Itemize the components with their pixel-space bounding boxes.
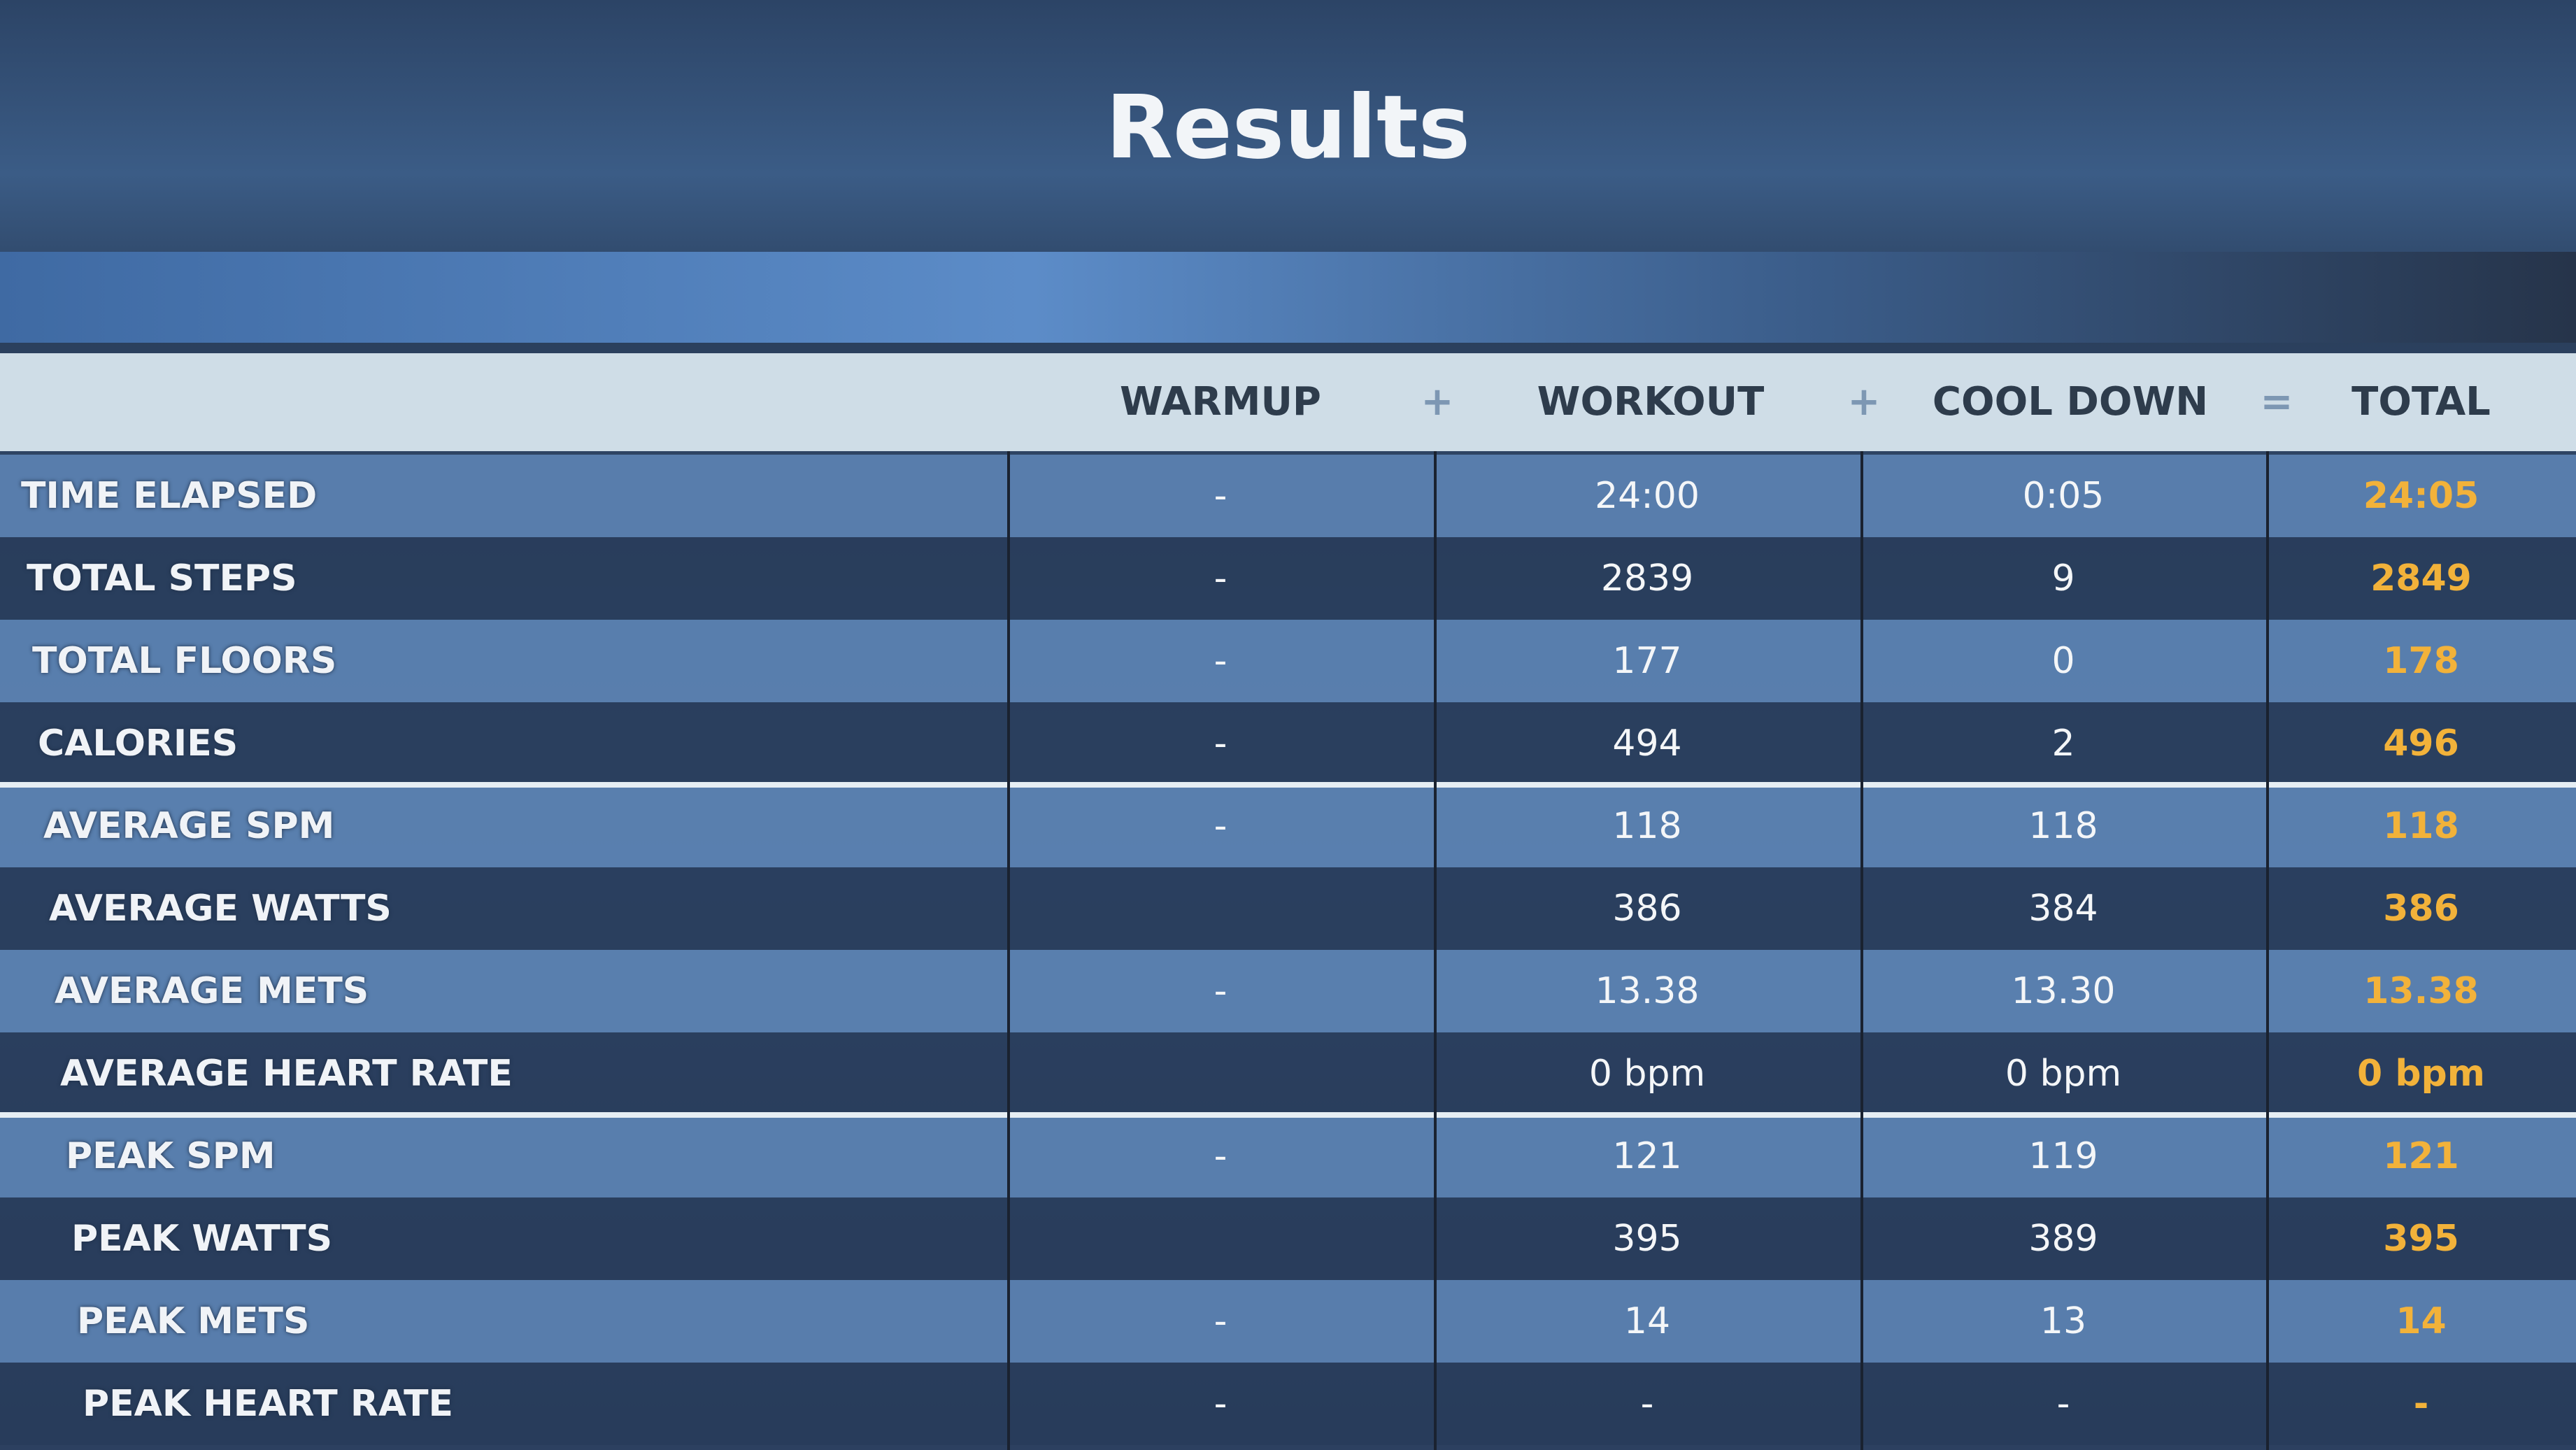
value: 13 — [2040, 1300, 2087, 1342]
column-header: COOL DOWN — [1932, 379, 2209, 425]
column-header: WORKOUT — [1537, 379, 1765, 425]
column-divider — [1860, 451, 1863, 1450]
value: 177 — [1612, 640, 1682, 682]
operator: = — [2260, 379, 2293, 425]
column-header: WARMUP — [1120, 379, 1321, 425]
table-row: AVERAGE WATTS 386 384 386 — [0, 867, 2576, 950]
total-value: 118 — [2383, 805, 2459, 847]
column-divider — [2266, 451, 2269, 1450]
row-label: TOTAL STEPS — [27, 557, 297, 599]
value: 13.38 — [1595, 970, 1700, 1012]
column-divider — [1007, 451, 1010, 1450]
total-value: 14 — [2396, 1300, 2447, 1342]
row-label: AVERAGE METS — [55, 970, 369, 1012]
operator: + — [1421, 379, 1454, 425]
section-divider — [0, 782, 2576, 788]
value: 386 — [1612, 888, 1682, 930]
table-row: TIME ELAPSED - 24:00 0:05 24:05 — [0, 455, 2576, 537]
title: Results — [1105, 77, 1471, 178]
total-value: 386 — [2383, 888, 2459, 930]
value: 9 — [2051, 557, 2075, 599]
row-label: PEAK METS — [77, 1300, 310, 1342]
total-value: 13.38 — [2363, 970, 2479, 1012]
table-row: CALORIES - 494 2 496 — [0, 702, 2576, 785]
row-label: AVERAGE SPM — [43, 805, 335, 847]
total-value: 496 — [2383, 723, 2459, 765]
row-label: PEAK HEART RATE — [83, 1383, 454, 1425]
value: 384 — [2028, 888, 2098, 930]
section-divider — [0, 1112, 2576, 1118]
table-row: AVERAGE METS - 13.38 13.30 13.38 — [0, 950, 2576, 1032]
table-header: WARMUP + WORKOUT + COOL DOWN = TOTAL — [0, 353, 2576, 451]
total-value: 24:05 — [2363, 475, 2479, 517]
value: - — [1214, 1300, 1227, 1342]
table-row: PEAK HEART RATE - - - - — [0, 1363, 2576, 1445]
value: 121 — [1612, 1135, 1682, 1177]
row-label: AVERAGE WATTS — [49, 888, 392, 930]
value: 2 — [2051, 723, 2075, 765]
column-divider — [1434, 451, 1437, 1450]
total-value: 121 — [2383, 1135, 2459, 1177]
total-value: 395 — [2383, 1218, 2459, 1260]
value: - — [1214, 970, 1227, 1012]
row-label: PEAK WATTS — [71, 1218, 333, 1260]
operator: + — [1847, 379, 1881, 425]
table-row: AVERAGE SPM - 118 118 118 — [0, 785, 2576, 867]
row-label: CALORIES — [38, 723, 239, 765]
value: 119 — [2028, 1135, 2098, 1177]
table-row: TOTAL STEPS - 2839 9 2849 — [0, 537, 2576, 620]
value: 0 bpm — [2005, 1053, 2122, 1095]
row-label: AVERAGE HEART RATE — [60, 1053, 513, 1095]
table-row: PEAK METS - 14 13 14 — [0, 1280, 2576, 1363]
row-label: PEAK SPM — [66, 1135, 276, 1177]
value: 0 bpm — [1588, 1053, 1706, 1095]
value: - — [2056, 1383, 2070, 1425]
value: 494 — [1612, 723, 1682, 765]
table-row: AVERAGE HEART RATE 0 bpm 0 bpm 0 bpm — [0, 1032, 2576, 1115]
value: - — [1214, 805, 1227, 847]
value: 389 — [2028, 1218, 2098, 1260]
value: - — [1214, 723, 1227, 765]
column-header: TOTAL — [2351, 379, 2491, 425]
value: 0:05 — [2022, 475, 2105, 517]
value: 395 — [1612, 1218, 1682, 1260]
value: - — [1214, 475, 1227, 517]
total-value: 2849 — [2370, 557, 2472, 599]
value: - — [1640, 1383, 1654, 1425]
value: 24:00 — [1595, 475, 1700, 517]
value: 118 — [1612, 805, 1682, 847]
total-value: 0 bpm — [2357, 1053, 2485, 1095]
table-row: PEAK WATTS 395 389 395 — [0, 1197, 2576, 1280]
row-label: TIME ELAPSED — [21, 475, 318, 517]
value: - — [1214, 1383, 1227, 1425]
total-value: - — [2413, 1383, 2429, 1425]
value: - — [1214, 557, 1227, 599]
value: - — [1214, 1135, 1227, 1177]
value: 14 — [1623, 1300, 1671, 1342]
decor-band — [0, 252, 2576, 343]
table-row: PEAK SPM - 121 119 121 — [0, 1115, 2576, 1197]
row-label: TOTAL FLOORS — [32, 640, 337, 682]
total-value: 178 — [2383, 640, 2459, 682]
value: 13.30 — [2011, 970, 2116, 1012]
value: 118 — [2028, 805, 2098, 847]
value: - — [1214, 640, 1227, 682]
table-row: TOTAL FLOORS - 177 0 178 — [0, 620, 2576, 702]
value: 0 — [2051, 640, 2075, 682]
value: 2839 — [1600, 557, 1694, 599]
